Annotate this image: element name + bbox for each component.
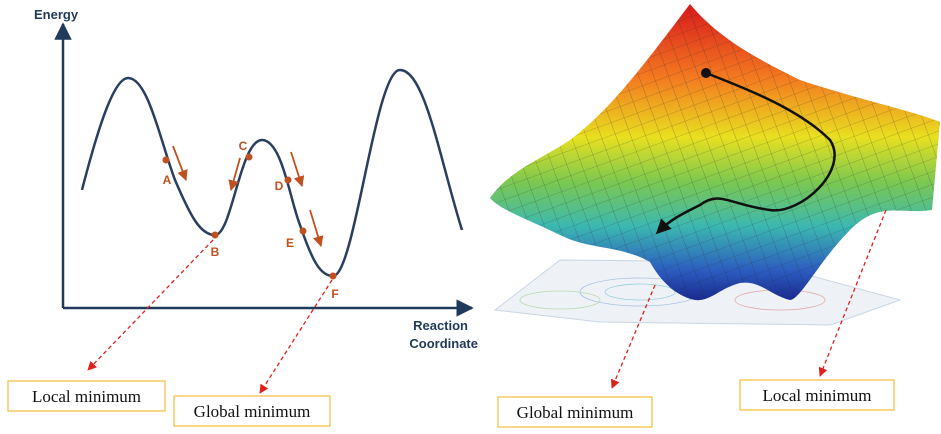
y-axis-label: Energy [34,7,79,22]
points: A B C D E F [162,139,339,301]
motion-arrows [172,145,324,248]
point-dot [162,156,170,164]
descent-path [655,71,836,235]
point-label: E [286,236,294,250]
point-dot [299,227,307,235]
energy-diagram: Energy Reaction Coordinate A B C D E F [34,7,478,351]
point-label: A [163,173,172,187]
annotation-box [497,396,653,428]
point-dot [284,176,292,184]
point-dot [245,153,253,161]
pointers [87,209,887,394]
surface-mesh [490,4,940,301]
point-dot [329,272,337,280]
point-label: C [239,139,248,153]
point-label: F [331,287,338,301]
energy-curve [80,68,464,278]
point-label: D [275,179,284,193]
annotation-text: Global minimum [517,403,634,422]
x-axis-label: Coordinate [409,336,478,351]
point-dot [211,231,219,239]
annotations: Local minimum Global minimum Global minimu… [7,379,895,428]
x-axis-label: Reaction [413,318,468,333]
annotation-box [173,395,331,427]
annotation-box [7,380,166,412]
annotation-text: Local minimum [762,386,871,405]
annotation-box [739,379,895,411]
energy-surface [490,4,940,326]
point-label: B [211,245,220,259]
annotation-text: Global minimum [194,402,311,421]
annotation-text: Local minimum [32,387,141,406]
